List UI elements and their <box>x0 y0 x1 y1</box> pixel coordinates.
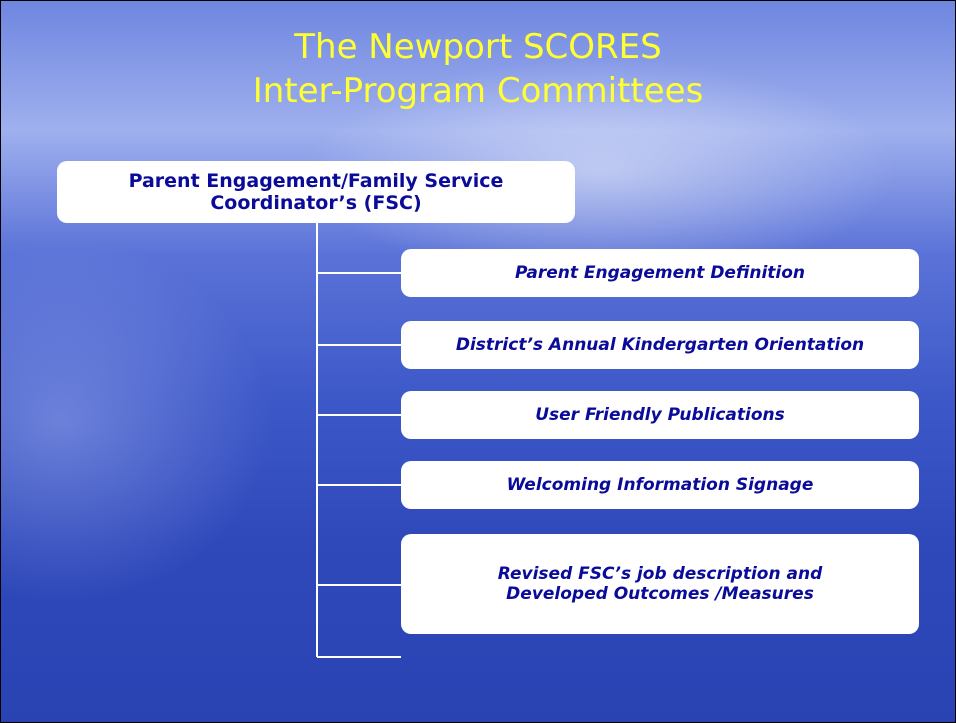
child-node: District’s Annual Kindergarten Orientati… <box>401 321 919 369</box>
node-label: District’s Annual Kindergarten Orientati… <box>455 335 865 355</box>
title-line: The Newport SCORES <box>294 27 662 67</box>
node-label: Parent Engagement Definition <box>514 263 806 283</box>
node-label: Parent Engagement/Family Service <box>128 170 504 192</box>
node-label: Welcoming Information Signage <box>506 475 814 495</box>
title-line: Inter-Program Committees <box>252 71 704 111</box>
child-node: Revised FSC’s job description and Develop… <box>401 534 919 634</box>
child-node: Parent Engagement Definition <box>401 249 919 297</box>
child-node: User Friendly Publications <box>401 391 919 439</box>
node-label: Coordinator’s (FSC) <box>210 192 422 214</box>
node-label: User Friendly Publications <box>535 405 785 425</box>
node-label: Developed Outcomes /Measures <box>506 584 814 604</box>
child-node: Welcoming Information Signage <box>401 461 919 509</box>
node-label: Revised FSC’s job description and <box>497 564 823 584</box>
root-node: Parent Engagement/Family Service Coordin… <box>57 161 575 223</box>
